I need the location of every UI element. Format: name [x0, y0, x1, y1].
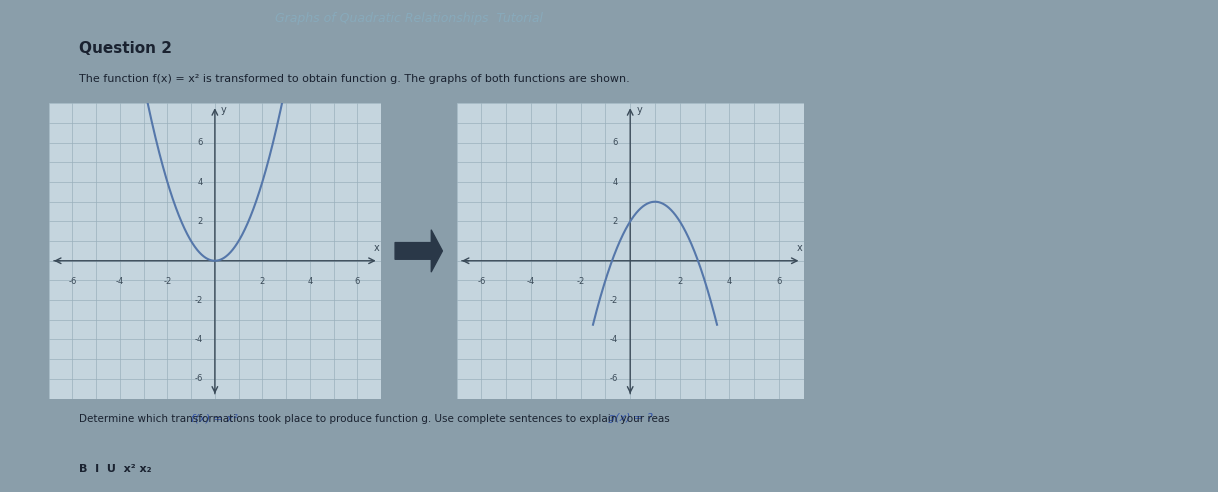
Text: 4: 4: [197, 178, 203, 186]
Text: -6: -6: [609, 374, 618, 383]
Text: y: y: [636, 105, 642, 115]
Text: B  I  U  x² x₂: B I U x² x₂: [79, 463, 151, 474]
Text: x: x: [374, 243, 380, 253]
Text: x: x: [797, 243, 803, 253]
Text: g(x) = ?: g(x) = ?: [608, 413, 653, 423]
Text: The function f(x) = x² is transformed to obtain function g. The graphs of both f: The function f(x) = x² is transformed to…: [79, 74, 630, 84]
Text: -4: -4: [609, 335, 618, 344]
Text: 6: 6: [613, 138, 618, 147]
Text: Question 2: Question 2: [79, 41, 172, 56]
Text: 4: 4: [613, 178, 618, 186]
Text: 2: 2: [197, 217, 203, 226]
Text: Determine which transformations took place to produce function g. Use complete s: Determine which transformations took pla…: [79, 414, 670, 424]
Text: -2: -2: [195, 296, 203, 305]
Text: Graphs of Quadratic Relationships  Tutorial: Graphs of Quadratic Relationships Tutori…: [275, 12, 543, 26]
Text: f(x) = x²: f(x) = x²: [191, 413, 239, 423]
Text: 4: 4: [307, 277, 312, 285]
Text: -6: -6: [477, 277, 486, 285]
Text: -6: -6: [195, 374, 203, 383]
Text: -4: -4: [527, 277, 535, 285]
Text: 6: 6: [354, 277, 361, 285]
Text: -6: -6: [68, 277, 77, 285]
Text: -2: -2: [576, 277, 585, 285]
Text: 6: 6: [776, 277, 782, 285]
Text: 4: 4: [727, 277, 732, 285]
Text: -2: -2: [609, 296, 618, 305]
Text: -2: -2: [163, 277, 172, 285]
Text: 2: 2: [613, 217, 618, 226]
Text: 2: 2: [677, 277, 682, 285]
Text: 2: 2: [259, 277, 266, 285]
Text: -4: -4: [116, 277, 124, 285]
Text: y: y: [220, 105, 227, 115]
Text: 6: 6: [197, 138, 203, 147]
Text: -4: -4: [195, 335, 203, 344]
